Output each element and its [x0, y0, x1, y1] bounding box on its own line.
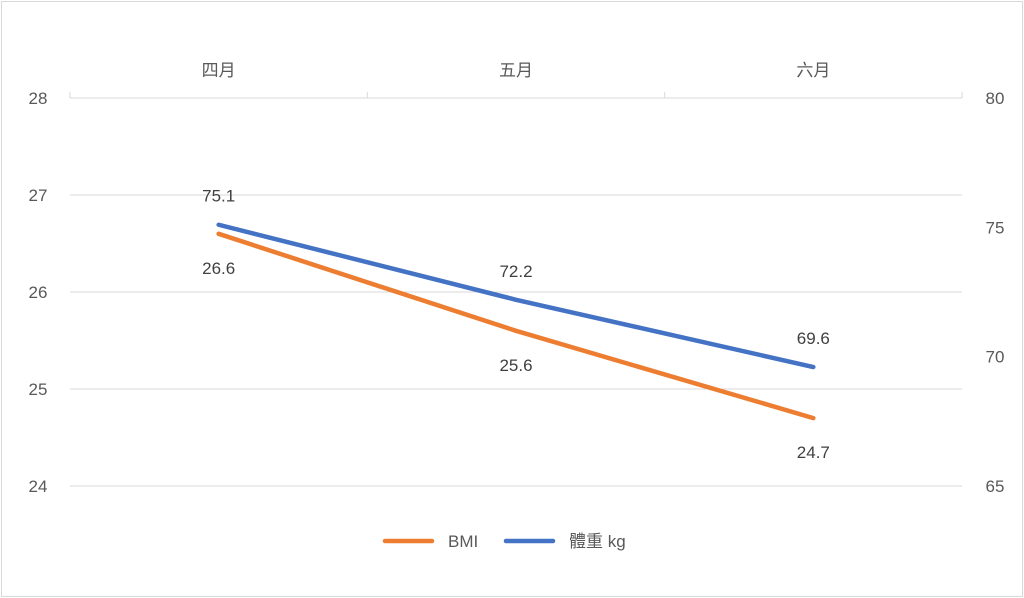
data-label-bmi: 25.6: [499, 356, 532, 375]
y-left-tick-label: 25: [29, 380, 48, 399]
y-left-tick-label: 28: [29, 89, 48, 108]
data-label-weight: 69.6: [797, 329, 830, 348]
series-line-bmi: [216, 231, 816, 421]
y-right-tick-label: 80: [986, 89, 1005, 108]
data-label-bmi: 24.7: [797, 443, 830, 462]
y-left-tick-label: 26: [29, 283, 48, 302]
data-label-weight: 72.2: [499, 262, 532, 281]
data-label-bmi: 26.6: [202, 259, 235, 278]
y-left-tick-label: 27: [29, 186, 48, 205]
y-right-tick-label: 75: [986, 218, 1005, 237]
y-right-tick-label: 70: [986, 348, 1005, 367]
legend-label-weight: 體重 kg: [569, 532, 626, 551]
data-label-weight: 75.1: [202, 187, 235, 206]
legend-label-bmi: BMI: [448, 532, 478, 551]
x-category-label: 五月: [499, 61, 533, 80]
y-right-tick-label: 65: [986, 477, 1005, 496]
x-category-label: 四月: [202, 61, 236, 80]
x-category-label: 六月: [796, 61, 830, 80]
y-left-tick-label: 24: [29, 477, 48, 496]
series-line-weight: [216, 222, 816, 370]
